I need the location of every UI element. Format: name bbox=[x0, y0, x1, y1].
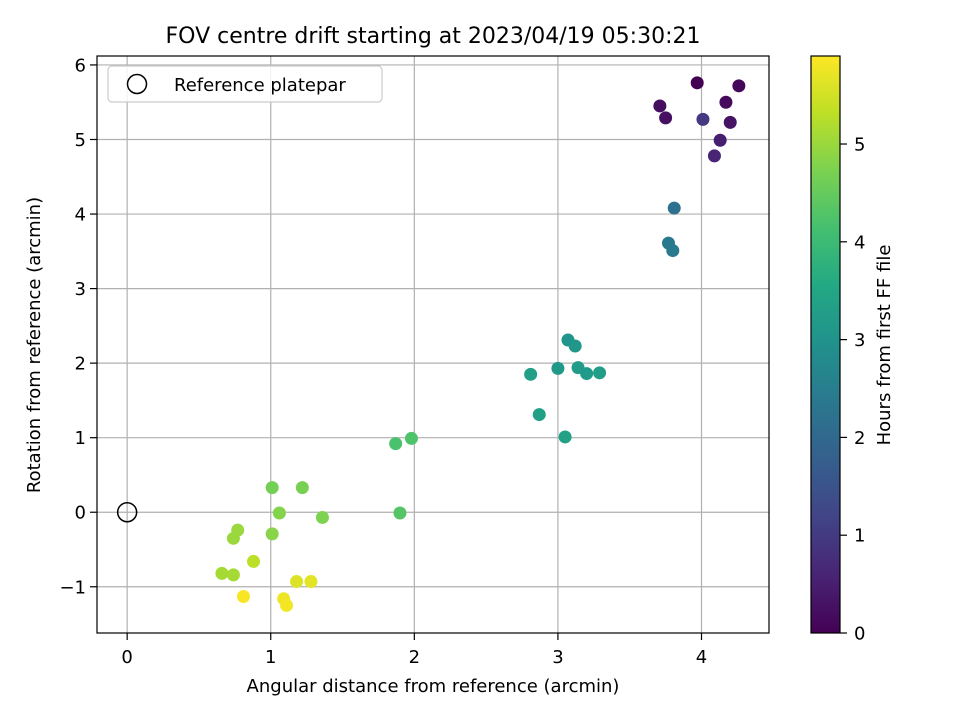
x-tick-label: 1 bbox=[265, 647, 276, 668]
scatter-point bbox=[707, 149, 721, 163]
colorbar-label: Hours from first FF file bbox=[874, 245, 895, 446]
legend-marker-open-circle bbox=[126, 73, 148, 95]
x-tick-label: 0 bbox=[121, 647, 132, 668]
scatter-point bbox=[551, 361, 565, 375]
scatter-point bbox=[659, 111, 673, 125]
scatter-point bbox=[315, 510, 329, 524]
grid-lines bbox=[97, 56, 769, 633]
y-tick-label: 1 bbox=[75, 428, 86, 449]
scatter-point bbox=[272, 506, 286, 520]
legend-entry-label: Reference platepar bbox=[174, 75, 346, 96]
scatter-point bbox=[389, 437, 403, 451]
y-tick-label: 2 bbox=[75, 354, 86, 375]
x-axis-ticks: 0 1 2 3 4 bbox=[121, 633, 707, 668]
colorbar-tick-label: 3 bbox=[854, 330, 865, 351]
reference-platepar-marker bbox=[116, 501, 138, 523]
scatter-point bbox=[247, 554, 261, 568]
scatter-point bbox=[568, 339, 582, 353]
scatter-point bbox=[666, 244, 680, 258]
colorbar-tick-label: 5 bbox=[854, 135, 865, 156]
scatter-point bbox=[226, 568, 240, 582]
scatter-point bbox=[236, 589, 250, 603]
scatter-point bbox=[532, 408, 546, 422]
scatter-point bbox=[226, 531, 240, 545]
y-tick-label: 0 bbox=[75, 503, 86, 524]
scatter-point bbox=[295, 481, 309, 495]
scatter-point bbox=[732, 79, 746, 93]
scatter-point bbox=[265, 481, 279, 495]
scatter-point bbox=[723, 115, 737, 129]
scatter-point bbox=[580, 367, 594, 381]
scatter-point bbox=[393, 506, 407, 520]
scatter-point bbox=[690, 76, 704, 90]
colorbar-ticks: 0 1 2 3 4 5 bbox=[840, 135, 865, 645]
scatter-point bbox=[304, 575, 318, 589]
scatter-point bbox=[653, 99, 667, 113]
y-tick-label: −1 bbox=[59, 577, 86, 598]
scatter-point bbox=[290, 575, 304, 589]
reference-marker bbox=[116, 501, 138, 523]
legend: Reference platepar bbox=[107, 65, 383, 103]
y-axis-label: Rotation from reference (arcmin) bbox=[24, 197, 45, 493]
colorbar-tick-label: 1 bbox=[854, 526, 865, 547]
x-tick-label: 3 bbox=[552, 647, 563, 668]
chart-title: FOV centre drift starting at 2023/04/19 … bbox=[166, 24, 701, 49]
scatter-point bbox=[280, 598, 294, 612]
x-axis-label: Angular distance from reference (arcmin) bbox=[247, 676, 620, 697]
colorbar-tick-label: 0 bbox=[854, 624, 865, 645]
scatter-point bbox=[215, 566, 229, 580]
legend-box bbox=[107, 65, 383, 103]
scatter-point bbox=[265, 527, 279, 541]
scatter-point bbox=[524, 367, 538, 381]
y-tick-label: 6 bbox=[75, 55, 86, 76]
data-points bbox=[215, 76, 746, 612]
scatter-point bbox=[593, 366, 607, 380]
x-tick-label: 4 bbox=[696, 647, 707, 668]
scatter-point bbox=[404, 431, 418, 445]
colorbar bbox=[810, 55, 841, 634]
y-axis-ticks: −1 0 1 2 3 4 5 6 bbox=[59, 55, 97, 598]
scatter-point bbox=[713, 133, 727, 147]
scatter-point bbox=[696, 112, 710, 126]
x-tick-label: 2 bbox=[409, 647, 420, 668]
scatter-point bbox=[558, 430, 572, 444]
colorbar-tick-label: 4 bbox=[854, 232, 865, 253]
y-tick-label: 4 bbox=[75, 205, 86, 226]
colorbar-tick-label: 2 bbox=[854, 428, 865, 449]
plot-frame bbox=[96, 55, 770, 634]
y-tick-label: 5 bbox=[75, 130, 86, 151]
scatter-point bbox=[719, 95, 733, 109]
y-tick-label: 3 bbox=[75, 279, 86, 300]
scatter-point bbox=[667, 201, 681, 215]
